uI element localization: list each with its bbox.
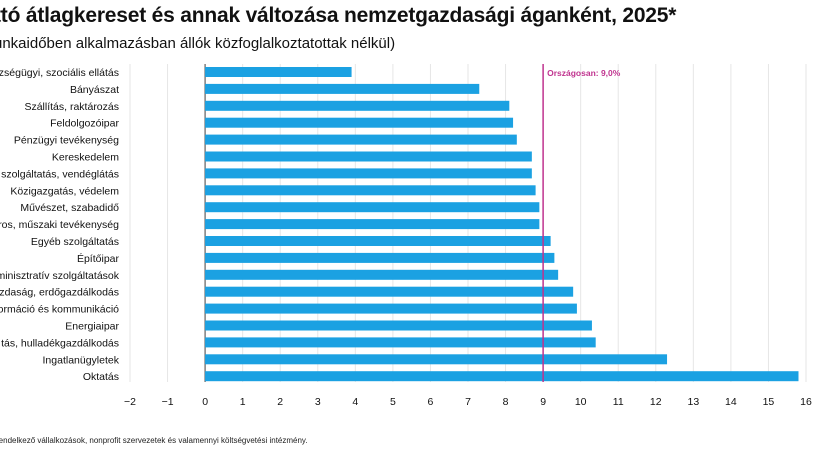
category-label: Oktatás [83,371,119,383]
bar [205,337,596,348]
x-tick-label: 4 [352,396,358,408]
category-label: szolgáltatás, vendéglátás [1,168,119,180]
category-label: Művészet, szabadidő [20,202,119,214]
bar [205,269,559,280]
x-tick-label: 3 [315,396,321,408]
x-tick-label: 14 [725,396,737,408]
category-label: Egyéb szolgáltatás [31,236,119,248]
x-tick-label: 8 [503,396,509,408]
bar [205,117,514,128]
bar [205,303,577,314]
bar [205,185,536,196]
category-label: tás, hulladékgazdálkodás [1,337,119,349]
x-tick-label: 5 [390,396,396,408]
bar [205,252,555,263]
bars [205,67,799,382]
category-label: Építőipar [77,252,120,265]
bar [205,83,480,94]
category-label: ormáció és kommunikáció [0,304,119,316]
x-tick-label: −2 [124,396,136,408]
bar [205,67,352,77]
bar [205,168,532,179]
x-tick-labels: −2 −1 0 1 2 3 4 5 6 7 8 9 10 11 12 13 14 15 16 [124,396,812,408]
x-tick-label: 1 [240,396,246,408]
category-label: Energiaipar [65,321,119,333]
bar [205,320,592,331]
footnote: rendelkező vállalkozások, nonprofit szer… [0,436,308,445]
x-tick-label: 15 [763,396,775,408]
x-tick-label: 13 [687,396,699,408]
x-tick-label: 2 [277,396,283,408]
bar [205,100,510,111]
bar [205,236,551,246]
category-label: zdaság, erdőgazdálkodás [0,287,119,299]
bar [205,151,532,162]
x-tick-label: 10 [575,396,587,408]
x-tick-label: 6 [428,396,434,408]
category-label: Ingatlanügyletek [43,354,120,366]
x-tick-label: 16 [800,396,812,408]
category-label: minisztratív szolgáltatások [0,270,120,282]
bar [205,134,517,145]
chart-subtitle: unkaidőben alkalmazásban állók közfoglal… [0,35,396,52]
bar [205,219,540,230]
reference-line-label: Országosan: 9,0% [547,68,621,78]
x-tick-label: 12 [650,396,662,408]
category-label: zségügyi, szociális ellátás [0,67,119,79]
category-label: ros, műszaki tevékenység [0,219,119,231]
category-label: Bányászat [70,84,119,96]
bar [205,354,668,365]
x-tick-label: 11 [613,396,624,408]
category-label: Kereskedelem [52,152,119,164]
reference-line-group: Országosan: 9,0% [542,64,621,382]
bar [205,286,574,297]
bar [205,371,799,382]
chart-title: ttó átlagkereset és annak változása nemz… [0,4,677,27]
x-tick-label: −1 [162,396,174,408]
category-labels: zségügyi, szociális ellátás Bányászat Szál… [0,67,120,383]
category-label: Közigazgatás, védelem [10,185,119,197]
x-tick-label: 0 [202,396,208,408]
bar [205,202,540,213]
category-label: Pénzügyi tevékenység [14,135,119,147]
x-tick-label: 7 [465,396,471,408]
category-label: Szállítás, raktározás [24,101,119,113]
category-label: Feldolgozóipar [50,118,119,130]
x-tick-label: 9 [540,396,546,408]
